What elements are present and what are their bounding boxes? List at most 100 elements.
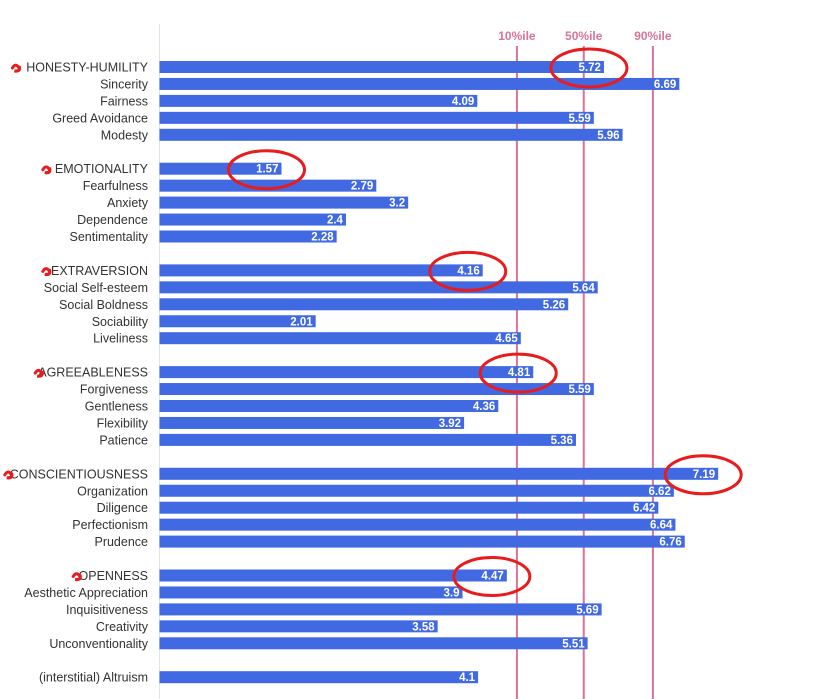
scribble-mark [33,368,44,378]
bar [159,637,588,650]
category-label: Diligence [97,501,148,515]
category-label: OPENNESS [79,569,148,583]
bar-value-label: 4.36 [473,401,495,413]
category-label: Sociability [92,315,149,329]
bar-value-label: 5.59 [568,384,590,396]
bar [159,501,659,514]
bar-value-label: 6.69 [654,79,676,91]
category-label: Aesthetic Appreciation [24,586,148,600]
category-label: Sentimentality [69,230,148,244]
category-label: Organization [77,484,148,498]
bar [159,111,594,124]
bar [159,196,409,209]
bar [159,230,337,243]
bar-value-label: 6.62 [648,486,670,498]
reference-line-label-2: 50%ile [565,29,603,43]
bar [159,77,680,90]
bar-value-label: 5.36 [551,435,573,447]
bar-value-label: 4.09 [452,96,474,108]
bar-value-label: 1.57 [256,164,278,176]
category-label: Social Self-esteem [44,281,148,295]
category-label: Fearfulness [83,179,148,193]
bar [159,94,478,107]
category-label: Patience [99,433,148,447]
bar [159,298,569,311]
category-label: EXTRAVERSION [51,264,148,278]
bars: 5.72 6.69 4.09 5.59 5.96 1.57 2.79 3.2 2.4 2.28 4.… [159,61,719,684]
bar-value-label: 3.2 [389,198,405,210]
scribble-mark [41,165,52,175]
highlight-circle [663,454,743,496]
bar-value-label: 3.92 [439,418,461,430]
category-label: Prudence [94,535,148,549]
category-label: EMOTIONALITY [55,162,149,176]
highlight-marks [3,47,743,597]
highlight-circle [226,149,306,191]
category-label: Sincerity [100,77,149,91]
category-label: Creativity [96,620,149,634]
category-label: CONSCIENTIOUSNESS [10,467,148,481]
category-label: Inquisitiveness [66,603,148,617]
bar-value-label: 6.64 [650,520,673,532]
bar [159,162,282,175]
bar-value-label: 4.65 [495,333,518,345]
scribble-mark [41,267,52,277]
bar-value-label: 3.58 [412,621,435,633]
category-label: Dependence [77,213,148,227]
category-label: Flexibility [97,416,149,430]
category-label: Forgiveness [80,383,148,397]
reference-line-label-3: 90%ile [634,29,672,43]
bar [159,569,507,582]
bar [159,603,602,616]
bar [159,383,594,396]
highlight-circle [478,352,558,394]
bar-value-label: 4.81 [508,367,531,379]
bar [159,535,685,548]
category-label: HONESTY-HUMILITY [26,61,148,75]
bar-value-label: 2.28 [311,232,334,244]
bar-value-label: 4.1 [459,672,476,684]
bar-value-label: 5.26 [543,299,565,311]
reference-line-label-1: 10%ile [498,29,536,43]
bar [159,484,674,497]
highlight-circle [452,556,532,597]
bar [159,366,534,379]
bar-value-label: 5.59 [568,113,590,125]
category-label: Social Boldness [59,298,148,312]
bar [159,586,463,599]
category-label: Unconventionality [49,637,148,651]
category-labels: HONESTY-HUMILITY Sincerity Fairness Greed A… [10,61,149,685]
bar-value-label: 2.4 [327,215,344,227]
highlight-circle [549,47,629,89]
bar [159,467,719,480]
category-label: Anxiety [107,196,149,210]
bar [159,281,598,294]
bar-value-label: 6.42 [633,503,655,515]
bar-value-label: 3.9 [444,587,460,599]
category-label: Perfectionism [72,518,148,532]
bar-value-label: 5.64 [572,282,595,294]
scribble-mark [3,470,14,480]
bar-value-label: 4.47 [481,571,503,583]
scribble-mark [71,572,82,582]
bar [159,61,604,73]
bar [159,264,483,277]
bar-value-label: 5.51 [562,638,585,650]
bar [159,671,479,684]
highlight-circle [428,250,508,292]
category-label: (interstitial) Altruism [39,671,148,685]
category-label: Gentleness [85,400,148,414]
bar-value-label: 5.96 [597,130,619,142]
category-label: AGREEABLENESS [38,366,148,380]
bar [159,620,438,633]
category-label: Fairness [100,94,148,108]
bar [159,400,499,412]
bar [159,518,676,531]
bar [159,179,377,192]
bar-value-label: 2.01 [290,316,313,328]
bar-value-label: 2.79 [351,181,373,193]
category-label: Modesty [101,128,149,142]
bar [159,433,576,446]
bar [159,315,316,328]
